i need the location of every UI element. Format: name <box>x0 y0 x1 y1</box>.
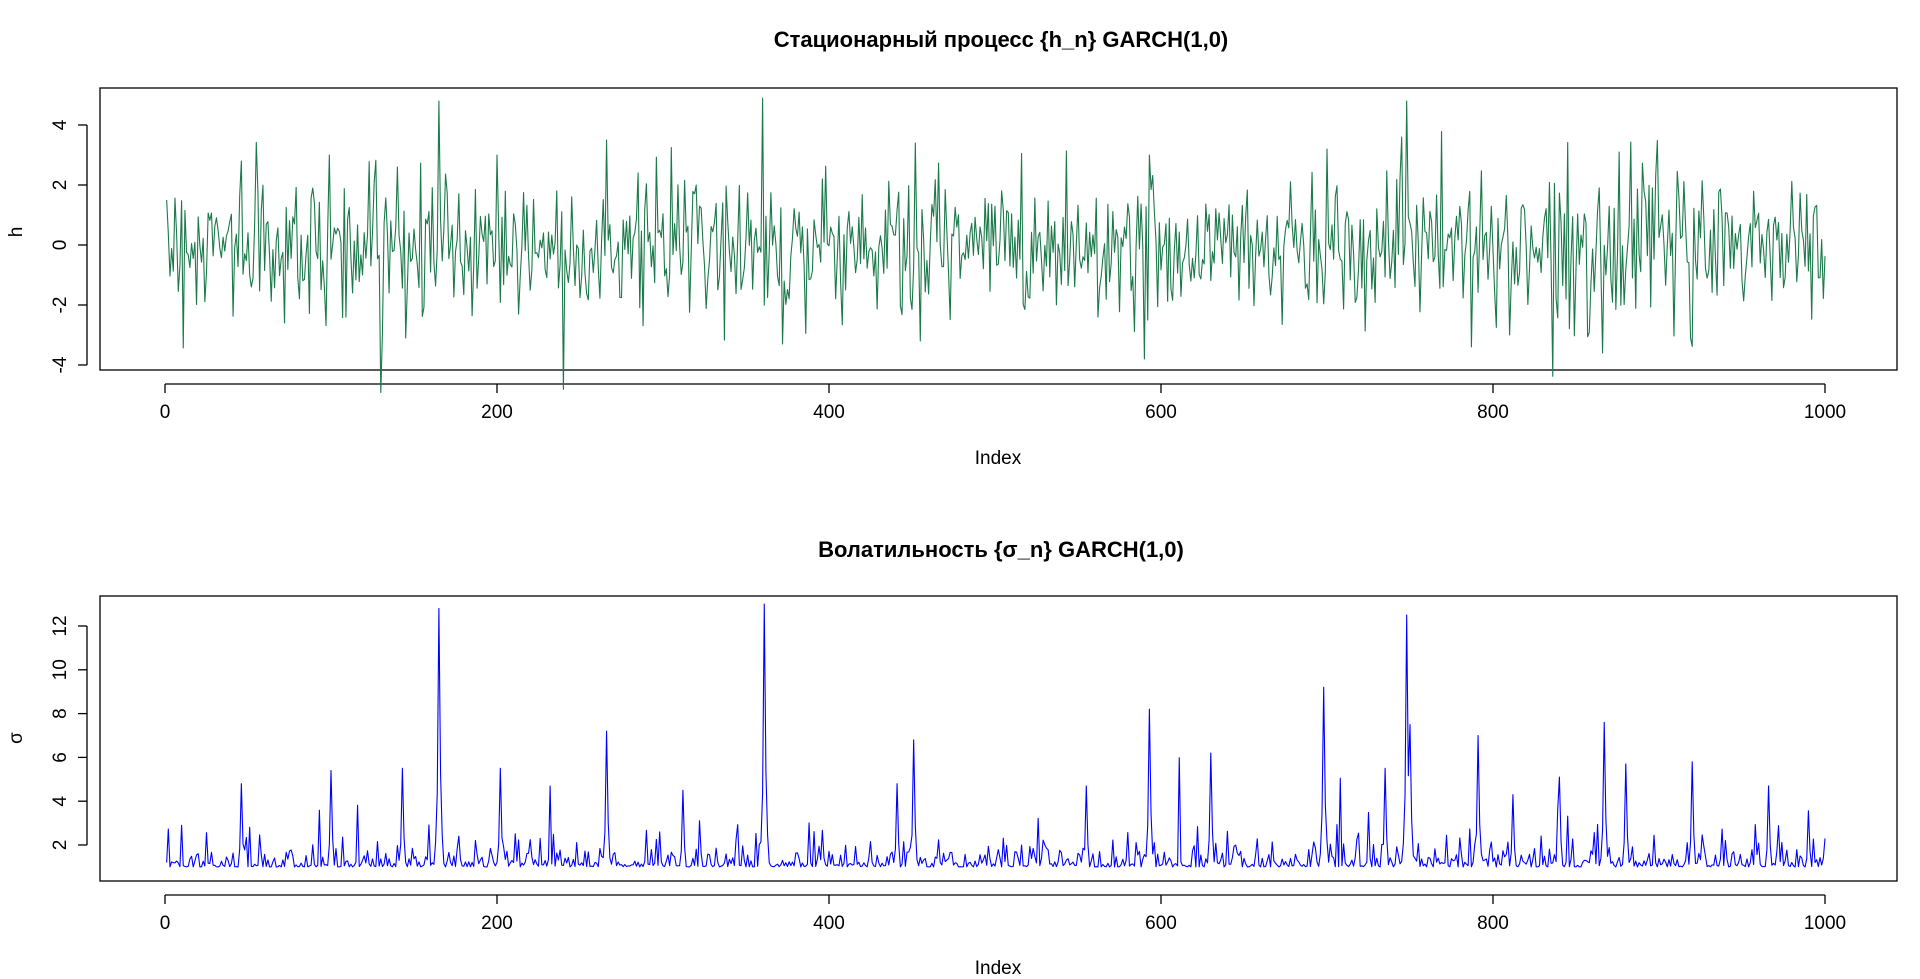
x-axis-h: 0 200 400 600 800 1000 <box>160 383 1846 423</box>
y-axis-label-h: h <box>6 227 27 238</box>
series-line-0-0 <box>166 97 1826 394</box>
x-tick-label: 1000 <box>1804 913 1846 934</box>
h-process-panel: Стационарный процесс {h_n} GARCH(1,0) 0 2… <box>6 27 1898 469</box>
x-tick-label: 400 <box>813 913 845 934</box>
x-tick-label: 200 <box>481 913 513 934</box>
y-tick-label: 0 <box>50 240 71 251</box>
y-tick-label: 8 <box>50 708 71 719</box>
y-tick-label: 2 <box>50 840 71 851</box>
y-tick-label: 4 <box>50 119 71 130</box>
x-tick-label: 600 <box>1145 913 1177 934</box>
y-axis-sigma: 2 4 6 8 10 12 <box>50 615 88 851</box>
y-axis-label-sigma: σ <box>6 732 27 744</box>
chart-title-h: Стационарный процесс {h_n} GARCH(1,0) <box>774 27 1229 52</box>
x-tick-label: 200 <box>481 402 513 423</box>
x-tick-label: 1000 <box>1804 402 1846 423</box>
series-line-1-0 <box>166 603 1826 868</box>
x-tick-label: 0 <box>160 402 171 423</box>
y-tick-label: 6 <box>50 752 71 763</box>
sigma-volatility-panel: Волатильность {σ_n} GARCH(1,0) 0 200 400 60… <box>6 537 1898 979</box>
y-tick-label: 10 <box>50 659 71 680</box>
x-tick-label: 800 <box>1477 402 1509 423</box>
x-tick-label: 400 <box>813 402 845 423</box>
y-tick-label: 4 <box>50 795 71 806</box>
series-group-sigma <box>166 603 1826 868</box>
x-tick-label: 600 <box>1145 402 1177 423</box>
series-group-h <box>166 97 1826 394</box>
y-tick-label: -2 <box>50 297 71 314</box>
x-axis-sigma: 0 200 400 600 800 1000 <box>160 894 1846 934</box>
x-axis-label-h: Index <box>975 448 1022 469</box>
chart-title-sigma: Волатильность {σ_n} GARCH(1,0) <box>818 537 1184 562</box>
y-axis-h: -4 -2 0 2 4 <box>50 119 88 373</box>
x-tick-label: 0 <box>160 913 171 934</box>
y-tick-label: 2 <box>50 180 71 191</box>
plot-frame-h <box>99 87 1898 371</box>
y-tick-label: -4 <box>50 356 71 373</box>
x-axis-label-sigma: Index <box>975 958 1022 979</box>
y-tick-label: 12 <box>50 615 71 636</box>
x-tick-label: 800 <box>1477 913 1509 934</box>
plot-frame-sigma <box>99 595 1898 882</box>
